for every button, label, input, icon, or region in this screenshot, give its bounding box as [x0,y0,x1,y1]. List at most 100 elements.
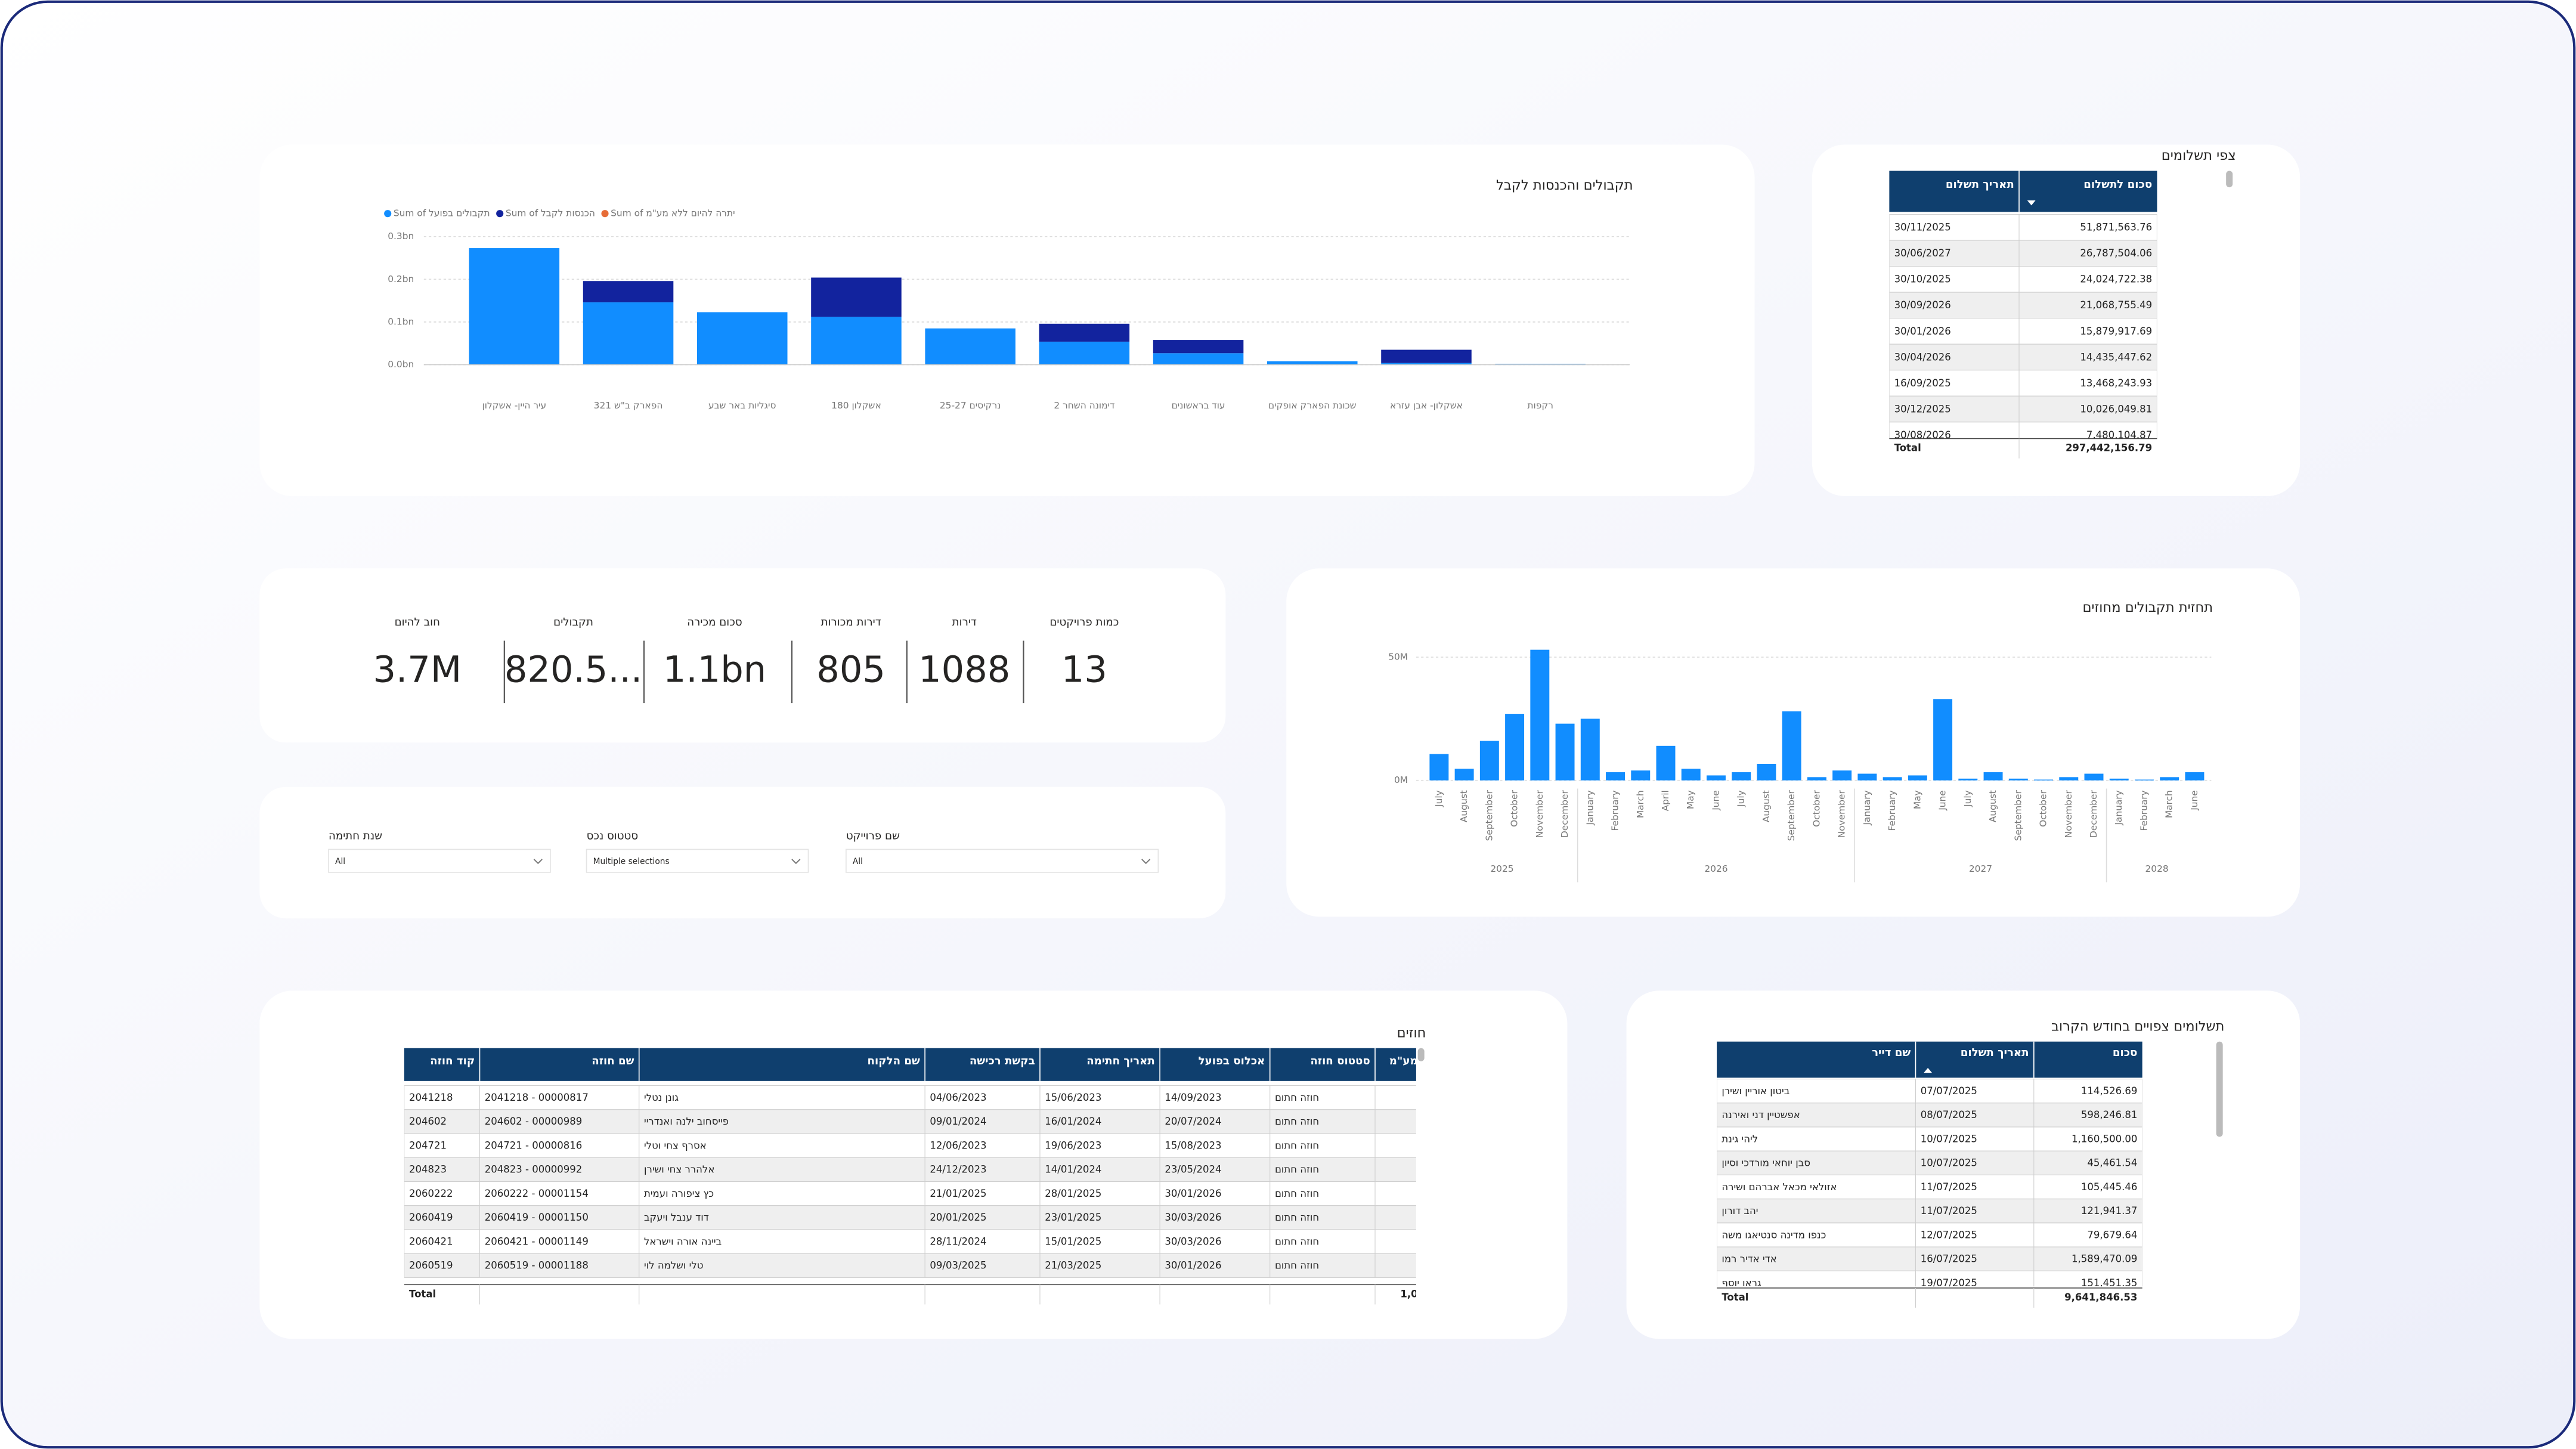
kpi-label: כמות פרויקטים [1049,616,1119,628]
bar[interactable] [1706,775,1726,781]
bar[interactable] [2185,772,2205,781]
total-label: Total [409,1289,436,1300]
dropdown[interactable] [586,849,809,873]
table-cell: 08/07/2025 [1921,1109,1977,1120]
bar[interactable] [1757,763,1776,781]
total-label: Total [1894,442,1921,454]
table-cell: 30/06/2027 [1894,247,1951,259]
bar[interactable] [811,277,902,317]
column-header[interactable]: סטטוס חוזה [1310,1055,1370,1067]
bar[interactable] [583,281,674,303]
bar[interactable] [1580,719,1600,781]
bar[interactable] [1832,770,1852,781]
bar[interactable] [1479,741,1499,781]
bar[interactable] [1933,699,1953,781]
bar[interactable] [811,317,902,365]
bar[interactable] [2034,779,2054,781]
kpi-label: דירות [952,616,977,628]
column-header[interactable]: תאריך חתימה [1086,1055,1155,1067]
table-cell: 09/03/2025 [930,1260,986,1271]
table-cell: טלי ושלמה לוי [644,1260,703,1271]
column-header[interactable]: אכלוס בפועל [1199,1055,1265,1067]
year-label: 2028 [2145,863,2168,874]
bar[interactable] [1153,353,1244,365]
bar[interactable] [1958,778,1978,781]
bar[interactable] [1267,361,1358,365]
table-cell: חוזה חתום [1275,1236,1319,1247]
bar[interactable] [1681,769,1701,781]
bar[interactable] [1782,711,1801,781]
bar[interactable] [1807,777,1826,781]
bar[interactable] [2134,779,2154,781]
dropdown[interactable] [846,849,1159,873]
bar[interactable] [1606,772,1626,781]
bar[interactable] [1857,773,1877,781]
bar[interactable] [1153,340,1244,354]
y-tick-label: 0.2bn [388,274,414,284]
column-header[interactable]: שם הלקוח [868,1055,921,1067]
bar[interactable] [1039,323,1130,342]
bar[interactable] [1983,772,2003,781]
bar[interactable] [2059,777,2079,781]
scrollbar[interactable] [2226,171,2233,188]
table: תאריך תשלום סכום לתשלום 30/11/2025 51,871,5… [1889,171,2157,459]
dropdown[interactable] [328,849,551,873]
bar[interactable] [1732,772,1751,781]
table-row [1717,1199,2142,1224]
legend-marker [384,210,392,218]
bar[interactable] [1656,745,1676,781]
bar[interactable] [1381,349,1472,363]
table-title: תשלומים צפויים בחודש הקרוב [2051,1018,2224,1034]
column-header[interactable]: סכום [2113,1046,2138,1059]
table-cell: 30/11/2025 [1894,222,1951,233]
bar[interactable] [2008,778,2028,781]
table-cell: 2060519 - 00001188 [485,1260,589,1271]
column-header[interactable]: תאריך תשלום [1961,1046,2029,1059]
bar[interactable] [2109,778,2129,781]
table-cell: ביינה אורה וישראל [644,1236,722,1247]
table-row [404,1253,1416,1278]
column-header[interactable]: שם דייר [1872,1046,1911,1059]
bar[interactable] [583,302,674,365]
bar[interactable] [469,248,560,365]
bar[interactable] [696,312,788,365]
x-tick-label: June [2189,790,2200,811]
bar[interactable] [1454,769,1474,781]
table-cell: 2041218 - 00000817 [485,1092,589,1103]
bar[interactable] [1429,754,1449,781]
x-tick-label: December [2088,790,2099,838]
year-label: 2025 [1490,863,1513,874]
column-header[interactable]: תאריך תשלום [1946,178,2014,191]
x-tick-label: May [1685,790,1696,809]
table: קוד חוזה שם חוזה שם הלקוח בקשת רכישה תאריך ח… [404,1048,1418,1305]
bar[interactable] [1631,770,1651,781]
table-cell: חוזה חתום [1275,1164,1319,1175]
column-header[interactable]: בקשת רכישה [970,1055,1035,1067]
table-row [1889,318,2157,345]
bar[interactable] [1883,777,1902,781]
chevron [1141,859,1151,865]
scrollbar[interactable] [1417,1048,1425,1061]
table-cell: 19/07/2025 [1921,1277,1977,1289]
table-cell: 30/10/2025 [1894,274,1951,285]
table-cell: 204823 [409,1164,447,1175]
bar[interactable] [2084,773,2104,781]
table-cell: 105,445.46 [2081,1181,2138,1193]
table-cell: 30/12/2025 [1894,403,1951,414]
column-header[interactable]: סכום לתשלום [2083,178,2152,191]
bar[interactable] [1908,775,1927,781]
bar[interactable] [925,328,1015,365]
bar[interactable] [2160,777,2179,781]
bar[interactable] [1555,723,1575,781]
table-row [404,1109,1416,1134]
x-tick-label: March [1635,790,1646,818]
bar[interactable] [1381,363,1472,365]
x-tick-label: סיגליות באר שבע [708,400,776,411]
bar[interactable] [1039,341,1130,365]
column-header[interactable]: מע"מ [1389,1055,1418,1067]
bar[interactable] [1505,714,1525,781]
scrollbar[interactable] [2216,1041,2223,1137]
column-header[interactable]: שם חוזה [592,1055,634,1067]
column-header[interactable]: קוד חוזה [430,1055,475,1067]
bar[interactable] [1530,649,1550,781]
